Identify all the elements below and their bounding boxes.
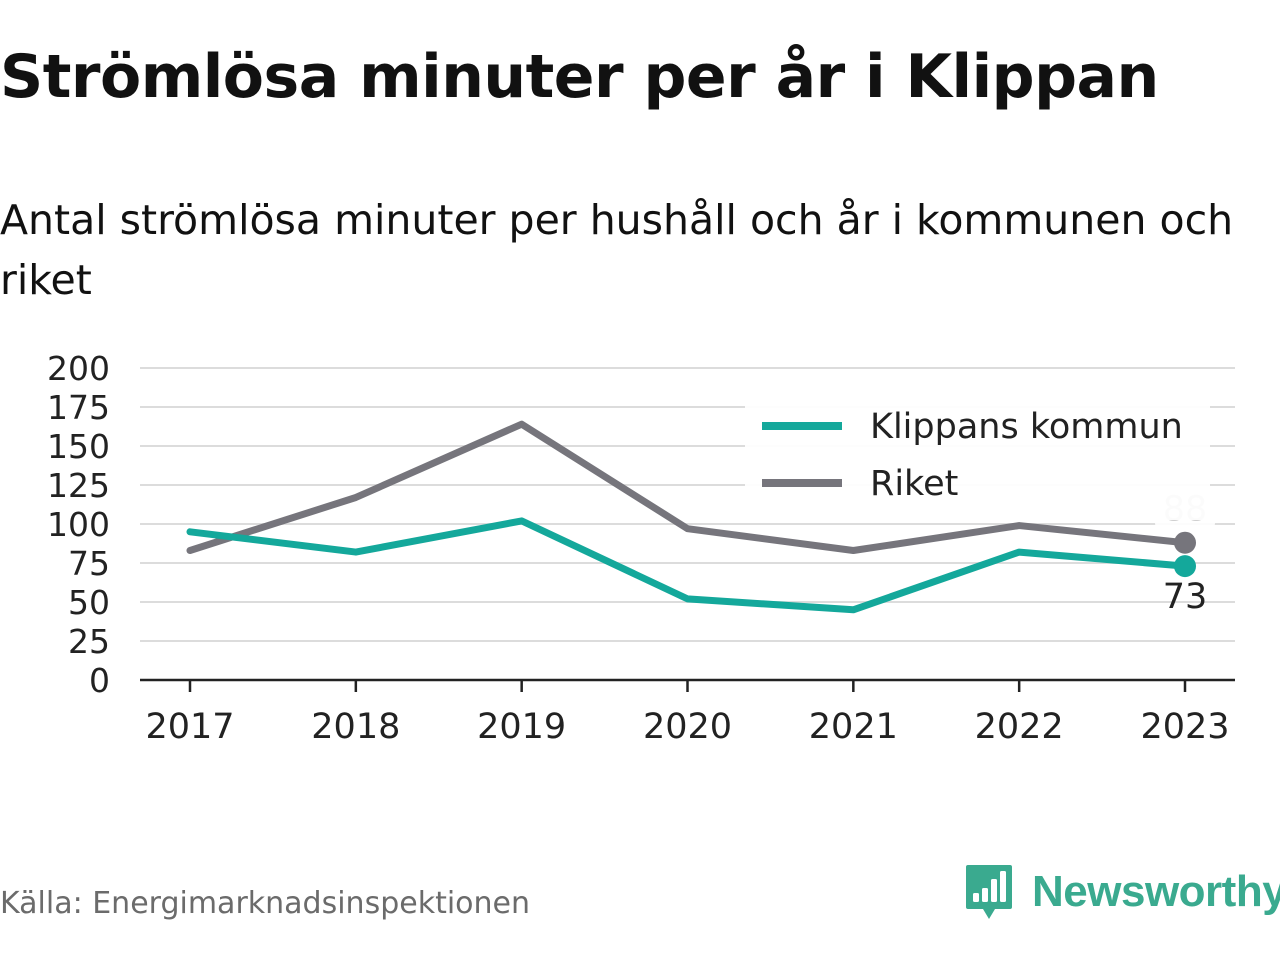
series-lines (186, 420, 1196, 614)
y-tick-label: 50 (68, 583, 110, 622)
brand-name: Newsworthy (1032, 867, 1280, 916)
legend-label: Klippans kommun (870, 407, 1183, 447)
y-tick-label: 0 (89, 661, 110, 700)
legend-label: Riket (870, 464, 958, 504)
x-tick-label: 2018 (311, 707, 400, 747)
series-end-point-1 (1174, 531, 1196, 554)
legend-box (745, 402, 1210, 520)
y-tick-label: 150 (47, 427, 110, 466)
y-tick-label: 125 (47, 466, 110, 505)
x-tick-label: 2020 (643, 707, 732, 747)
x-tick-label: 2019 (477, 707, 566, 747)
brand-logo: Newsworthy (964, 863, 1280, 921)
y-tick-label: 175 (47, 388, 110, 427)
chart-subtitle: Antal strömlösa minuter per hushåll och … (0, 196, 1234, 304)
x-tick-label: 2017 (145, 707, 234, 747)
series-line-0 (186, 517, 1189, 614)
series-end-point-0 (1174, 555, 1196, 578)
x-tick-label: 2023 (1140, 707, 1229, 747)
newsworthy-logo-icon (966, 865, 1012, 919)
legend: Klippans kommun Riket (745, 402, 1210, 520)
y-tick-label: 200 (47, 349, 110, 388)
source-note: Källa: Energimarknadsinspektionen (0, 886, 531, 921)
series-line-1 (186, 420, 1189, 555)
x-tick-label: 2022 (975, 707, 1064, 747)
chart-title: Strömlösa minuter per år i Klippan (0, 42, 1159, 112)
y-tick-label: 75 (68, 544, 110, 583)
y-tick-label: 100 (47, 505, 110, 544)
y-tick-label: 25 (68, 622, 110, 661)
x-axis: 2017 2018 2019 2020 2021 2022 2023 (140, 678, 1235, 747)
x-tick-label: 2021 (809, 707, 898, 747)
end-value-label: 73 (1163, 577, 1208, 617)
